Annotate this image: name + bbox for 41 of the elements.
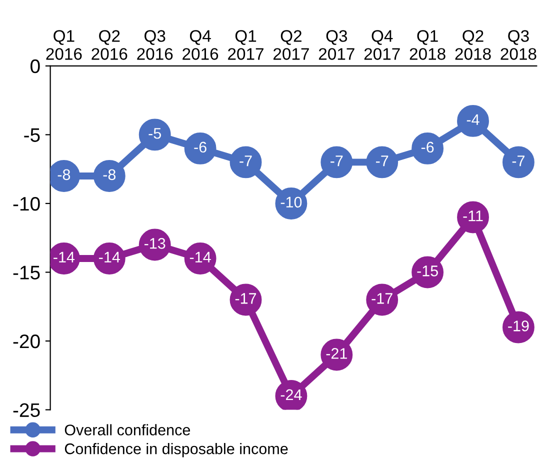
data-label: -11	[463, 210, 483, 222]
data-label: -8	[103, 169, 116, 180]
data-label: -7	[330, 156, 343, 166]
data-label: -14	[99, 252, 120, 262]
data-label: -17	[235, 293, 256, 304]
data-label: -19	[508, 320, 529, 332]
x-tick-label: Q3 2016	[137, 30, 173, 60]
y-tick-label: -25	[13, 403, 40, 418]
x-tick-label: Q1 2018	[410, 30, 446, 60]
data-label: -13	[144, 238, 166, 249]
x-tick-label: Q2 2016	[92, 30, 128, 60]
data-label: -24	[280, 389, 302, 400]
data-label: -5	[148, 128, 161, 139]
data-label: -10	[280, 196, 302, 208]
data-label: -15	[417, 266, 438, 276]
y-tick-label: 0	[30, 59, 40, 74]
data-label: -6	[421, 142, 434, 153]
y-tick-label: -15	[13, 266, 40, 280]
x-tick-label: Q3 2017	[318, 30, 354, 60]
data-label: -21	[326, 348, 347, 359]
x-tick-label: Q1 2016	[46, 30, 82, 60]
x-tick-label: Q3 2018	[500, 30, 536, 60]
data-label: -14	[190, 252, 211, 262]
data-label: -14	[54, 252, 75, 262]
x-tick-label: Q4 2017	[364, 30, 400, 60]
data-label: -7	[376, 156, 388, 166]
x-tick-label: Q1 2017	[228, 30, 264, 60]
y-tick-label: -20	[13, 334, 40, 348]
x-tick-label: Q2 2017	[274, 30, 309, 60]
x-tick-label: Q4 2016	[182, 30, 218, 60]
data-label: -7	[512, 156, 524, 166]
data-label: -8	[58, 169, 70, 180]
y-tick-label: -10	[13, 196, 40, 211]
data-label: -7	[240, 156, 252, 166]
data-label: -6	[194, 142, 206, 153]
legend-label: Confidence in disposable income	[64, 443, 288, 458]
legend-label: Overall confidence	[64, 424, 190, 436]
x-tick-label: Q2 2018	[455, 30, 491, 60]
data-label: -4	[466, 114, 480, 125]
y-tick-label: -5	[24, 128, 40, 142]
data-label: -17	[372, 293, 392, 304]
